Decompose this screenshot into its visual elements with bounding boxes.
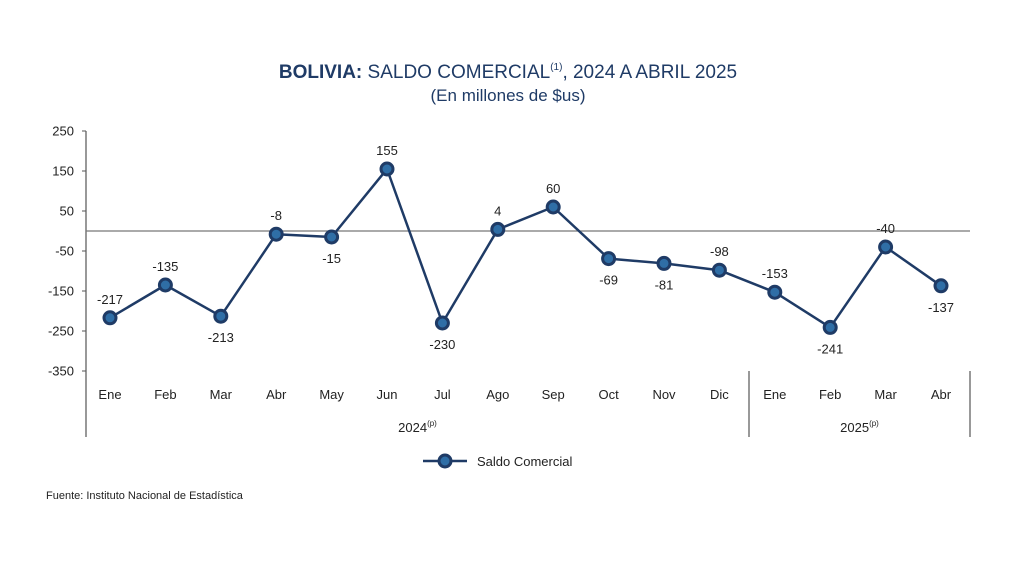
y-tick-label: 250: [52, 124, 74, 139]
x-tick-label: Feb: [819, 387, 841, 402]
data-label: -137: [928, 300, 954, 315]
svg-text:BOLIVIA: SALDO COMERCIAL(1), 2: BOLIVIA: SALDO COMERCIAL(1), 2024 A ABRI…: [279, 62, 737, 83]
data-label: -15: [322, 251, 341, 266]
data-point: [711, 262, 727, 278]
x-tick-label: Oct: [598, 387, 619, 402]
data-label: 4: [494, 203, 501, 218]
data-label: -230: [429, 337, 455, 352]
legend: Saldo Comercial: [423, 453, 572, 469]
x-tick-label: Abr: [931, 387, 952, 402]
y-tick-label: 50: [60, 204, 74, 219]
data-label: -8: [270, 208, 282, 223]
legend-label: Saldo Comercial: [477, 454, 572, 469]
x-tick-label: Feb: [154, 387, 176, 402]
data-point: [434, 315, 450, 331]
data-point: [878, 239, 894, 255]
plot-area: -217 -135 -213 -8 -15 155 -230 4 60 -69 -81 -98 -153…: [97, 143, 954, 356]
title-main: SALDO COMERCIAL: [362, 62, 550, 83]
y-tick-label: -250: [48, 324, 74, 339]
data-label: 155: [376, 143, 398, 158]
x-tick-label: May: [319, 387, 344, 402]
x-tick-label: Jul: [434, 387, 451, 402]
data-label: -69: [599, 273, 618, 288]
title-tail: , 2024 A ABRIL 2025: [562, 62, 737, 83]
data-label: 60: [546, 181, 560, 196]
data-point: [324, 229, 340, 245]
series-line: [109, 167, 942, 329]
title-bold: BOLIVIA:: [279, 62, 362, 83]
data-point: [213, 308, 229, 324]
data-point: [490, 221, 506, 237]
data-point: [822, 319, 838, 335]
legend-marker: [437, 453, 453, 469]
data-label: -241: [817, 341, 843, 356]
x-tick-label: Abr: [266, 387, 287, 402]
year-label: 2024(p): [398, 419, 437, 435]
data-point: [545, 199, 561, 215]
data-label: -153: [762, 266, 788, 281]
data-point: [933, 278, 949, 294]
data-point: [767, 284, 783, 300]
chart-subtitle: (En millones de $us): [431, 86, 586, 105]
y-tick-label: 150: [52, 164, 74, 179]
data-point: [268, 226, 284, 242]
y-tick-label: -150: [48, 284, 74, 299]
data-point: [102, 310, 118, 326]
x-tick-label: Dic: [710, 387, 729, 402]
y-tick-label: -50: [55, 244, 74, 259]
data-label: -40: [876, 221, 895, 236]
data-point: [656, 255, 672, 271]
data-point: [601, 251, 617, 267]
x-tick-label: Ene: [98, 387, 121, 402]
data-label: -98: [710, 244, 729, 259]
y-tick-label: -350: [48, 364, 74, 379]
chart-title: BOLIVIA: SALDO COMERCIAL(1), 2024 A ABRI…: [279, 62, 737, 105]
data-label: -135: [152, 259, 178, 274]
x-tick-label: Ago: [486, 387, 509, 402]
x-tick-label: Mar: [874, 387, 897, 402]
data-label: -213: [208, 330, 234, 345]
year-label: 2025(p): [840, 419, 879, 435]
title-note: (1): [550, 62, 562, 73]
data-label: -217: [97, 292, 123, 307]
x-tick-label: Sep: [542, 387, 565, 402]
x-tick-label: Jun: [377, 387, 398, 402]
data-point: [379, 161, 395, 177]
axes: 250 150 50 -50 -150 -250 -350 Ene Feb Mar Abr May Ju…: [48, 124, 971, 437]
x-tick-label: Mar: [210, 387, 233, 402]
data-label: -81: [655, 277, 674, 292]
x-tick-label: Ene: [763, 387, 786, 402]
source-note: Fuente: Instituto Nacional de Estadístic…: [46, 490, 244, 502]
x-tick-label: Nov: [652, 387, 676, 402]
data-point: [157, 277, 173, 293]
